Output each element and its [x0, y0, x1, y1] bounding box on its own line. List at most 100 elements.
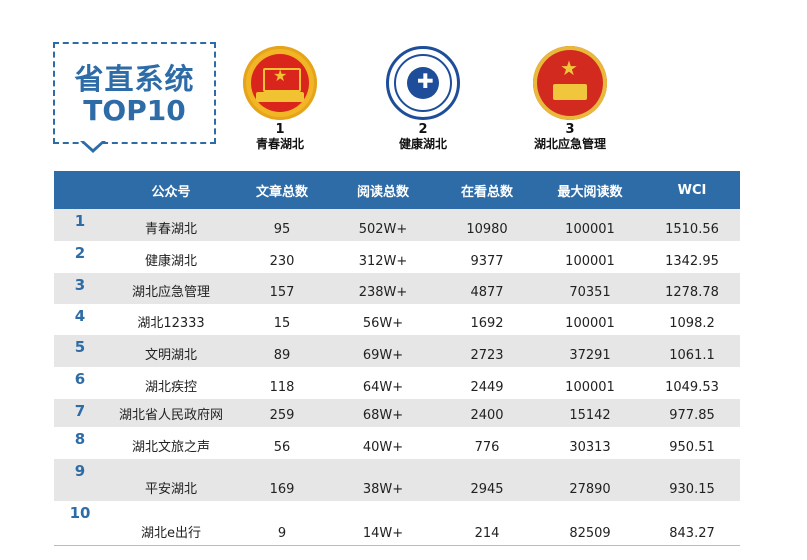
- reads-cell: 38W+: [328, 459, 438, 501]
- table-row: 10 湖北e出行 9 14W+ 214 82509 843.27: [54, 501, 740, 546]
- podium-name: 健康湖北: [398, 137, 447, 151]
- rank-cell: 3: [54, 273, 106, 304]
- column-header-wci: WCI: [644, 171, 740, 209]
- table-row: 8 湖北文旅之声 56 40W+ 776 30313 950.51: [54, 427, 740, 459]
- table-row: 4 湖北12333 15 56W+ 1692 100001 1098.2: [54, 304, 740, 335]
- likes-cell: 10980: [438, 209, 536, 241]
- articles-cell: 118: [236, 367, 328, 399]
- max-reads-cell: 82509: [536, 501, 644, 546]
- podium-name: 湖北应急管理: [533, 137, 606, 151]
- articles-cell: 95: [236, 209, 328, 241]
- articles-cell: 230: [236, 241, 328, 273]
- account-name: 平安湖北: [106, 459, 236, 501]
- reads-cell: 64W+: [328, 367, 438, 399]
- table-row: 5 文明湖北 89 69W+ 2723 37291 1061.1: [54, 335, 740, 367]
- articles-cell: 169: [236, 459, 328, 501]
- podium-rank: 3: [565, 122, 575, 137]
- account-name: 青春湖北: [106, 209, 236, 241]
- podium-2: ✚ 2 健康湖北: [383, 46, 463, 151]
- likes-cell: 9377: [438, 241, 536, 273]
- reads-cell: 312W+: [328, 241, 438, 273]
- account-name: 文明湖北: [106, 335, 236, 367]
- articles-cell: 9: [236, 501, 328, 546]
- column-header-account: 公众号: [106, 171, 236, 209]
- podium-rank: 1: [275, 122, 285, 137]
- title-line-1: 省直系统: [74, 62, 195, 96]
- account-name: 湖北疾控: [106, 367, 236, 399]
- table-row: 7 湖北省人民政府网 259 68W+ 2400 15142 977.85: [54, 399, 740, 427]
- title-box: 省直系统 TOP10: [53, 42, 216, 144]
- column-header-likes: 在看总数: [438, 171, 536, 209]
- podium-name: 青春湖北: [255, 137, 304, 151]
- reads-cell: 68W+: [328, 399, 438, 427]
- reads-cell: 14W+: [328, 501, 438, 546]
- rank-cell: 6: [54, 367, 106, 399]
- account-name: 湖北省人民政府网: [106, 399, 236, 427]
- title-line-2: TOP10: [83, 94, 186, 127]
- table-row: 6 湖北疾控 118 64W+ 2449 100001 1049.53: [54, 367, 740, 399]
- reads-cell: 56W+: [328, 304, 438, 335]
- rank-cell: 9: [54, 459, 106, 501]
- max-reads-cell: 37291: [536, 335, 644, 367]
- max-reads-cell: 30313: [536, 427, 644, 459]
- articles-cell: 157: [236, 273, 328, 304]
- articles-cell: 259: [236, 399, 328, 427]
- health-committee-emblem-icon: ✚: [386, 46, 460, 120]
- table-row: 3 湖北应急管理 157 238W+ 4877 70351 1278.78: [54, 273, 740, 304]
- wci-cell: 1049.53: [644, 367, 740, 399]
- wci-cell: 843.27: [644, 501, 740, 546]
- wci-cell: 1061.1: [644, 335, 740, 367]
- wci-cell: 1098.2: [644, 304, 740, 335]
- max-reads-cell: 100001: [536, 241, 644, 273]
- wci-cell: 930.15: [644, 459, 740, 501]
- national-emblem-icon: ★: [533, 46, 607, 120]
- column-header-reads: 阅读总数: [328, 171, 438, 209]
- table-header-row: 公众号 文章总数 阅读总数 在看总数 最大阅读数 WCI: [54, 171, 740, 209]
- column-header-articles: 文章总数: [236, 171, 328, 209]
- max-reads-cell: 100001: [536, 209, 644, 241]
- table-row: 9 平安湖北 169 38W+ 2945 27890 930.15: [54, 459, 740, 501]
- rank-cell: 10: [54, 501, 106, 546]
- max-reads-cell: 100001: [536, 304, 644, 335]
- likes-cell: 776: [438, 427, 536, 459]
- wci-cell: 1278.78: [644, 273, 740, 304]
- account-name: 健康湖北: [106, 241, 236, 273]
- max-reads-cell: 15142: [536, 399, 644, 427]
- table-row: 1 青春湖北 95 502W+ 10980 100001 1510.56: [54, 209, 740, 241]
- articles-cell: 56: [236, 427, 328, 459]
- likes-cell: 214: [438, 501, 536, 546]
- podium-rank: 2: [418, 122, 428, 137]
- communist-youth-league-emblem-icon: ★: [243, 46, 317, 120]
- wci-cell: 1510.56: [644, 209, 740, 241]
- podium-3: ★ 3 湖北应急管理: [520, 46, 620, 151]
- reads-cell: 238W+: [328, 273, 438, 304]
- podium-1: ★ 1 青春湖北: [240, 46, 320, 151]
- column-header-max-reads: 最大阅读数: [536, 171, 644, 209]
- reads-cell: 69W+: [328, 335, 438, 367]
- reads-cell: 40W+: [328, 427, 438, 459]
- likes-cell: 2449: [438, 367, 536, 399]
- table-row: 2 健康湖北 230 312W+ 9377 100001 1342.95: [54, 241, 740, 273]
- ranking-table-wrapper: 公众号 文章总数 阅读总数 在看总数 最大阅读数 WCI 1 青春湖北 95 5…: [54, 171, 740, 546]
- rank-cell: 1: [54, 209, 106, 241]
- likes-cell: 2945: [438, 459, 536, 501]
- likes-cell: 2723: [438, 335, 536, 367]
- rank-cell: 2: [54, 241, 106, 273]
- wci-cell: 950.51: [644, 427, 740, 459]
- likes-cell: 4877: [438, 273, 536, 304]
- rank-cell: 4: [54, 304, 106, 335]
- wci-cell: 1342.95: [644, 241, 740, 273]
- max-reads-cell: 70351: [536, 273, 644, 304]
- likes-cell: 1692: [438, 304, 536, 335]
- rank-cell: 5: [54, 335, 106, 367]
- max-reads-cell: 27890: [536, 459, 644, 501]
- reads-cell: 502W+: [328, 209, 438, 241]
- ranking-table: 公众号 文章总数 阅读总数 在看总数 最大阅读数 WCI 1 青春湖北 95 5…: [54, 171, 740, 546]
- account-name: 湖北应急管理: [106, 273, 236, 304]
- account-name: 湖北12333: [106, 304, 236, 335]
- column-header-rank: [54, 171, 106, 209]
- rank-cell: 8: [54, 427, 106, 459]
- wci-cell: 977.85: [644, 399, 740, 427]
- account-name: 湖北e出行: [106, 501, 236, 546]
